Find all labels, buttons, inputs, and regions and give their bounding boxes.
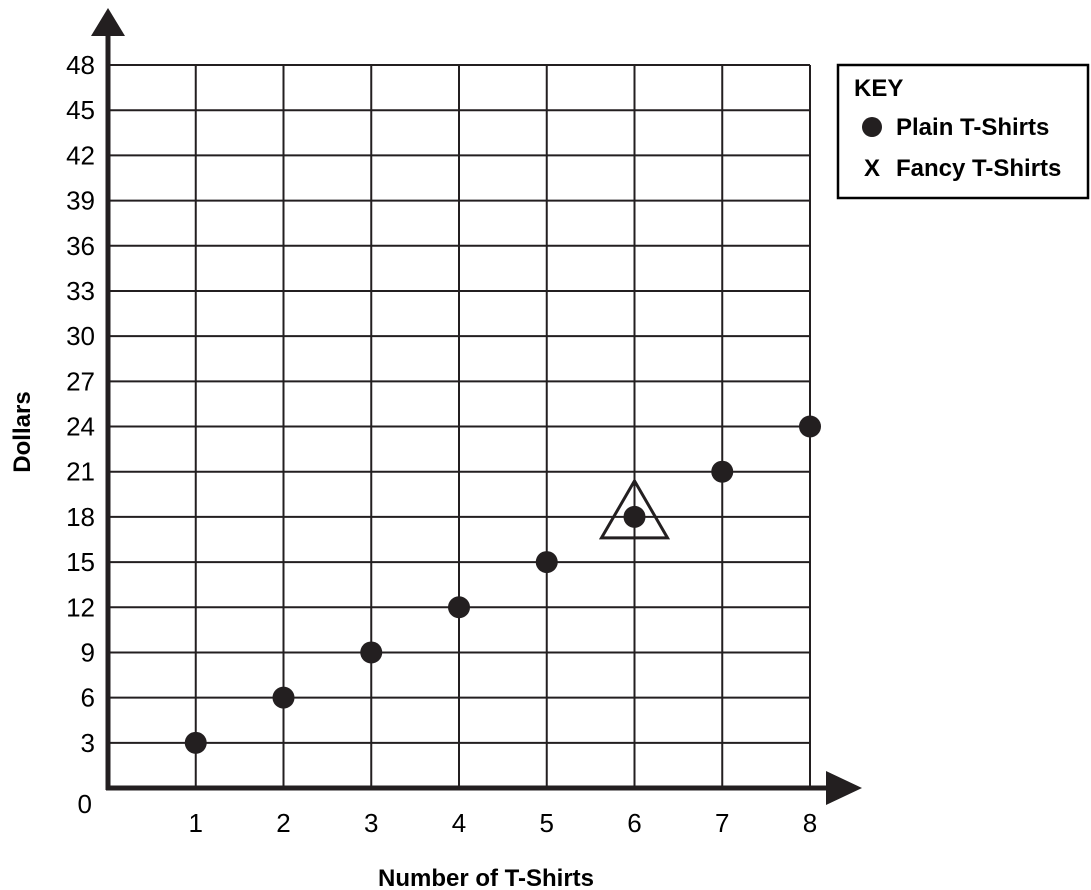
y-tick-label: 45	[66, 95, 95, 125]
x-tick-label: 3	[364, 808, 378, 838]
legend: KEY Plain T-Shirts X Fancy T-Shirts	[836, 63, 1090, 200]
y-tick-label: 48	[66, 50, 95, 80]
y-tick-label: 36	[66, 231, 95, 261]
triangle-annotation	[598, 477, 671, 540]
data-points	[184, 415, 821, 754]
data-point	[448, 596, 470, 619]
x-tick-label: 1	[189, 808, 203, 838]
data-point	[272, 686, 295, 709]
x-tick-label: 8	[803, 808, 817, 838]
grid	[108, 64, 811, 788]
y-tick-label: 6	[81, 683, 95, 713]
y-tick-label: 15	[66, 547, 95, 577]
x-tick-label: 2	[276, 808, 290, 838]
data-point	[360, 641, 383, 664]
x-tick-label: 6	[627, 808, 641, 838]
y-tick-label: 24	[66, 412, 95, 442]
y-tick-label: 30	[66, 321, 95, 351]
y-tick-label: 12	[66, 592, 95, 622]
y-tick-label: 21	[66, 457, 95, 487]
x-axis-title: Number of T-Shirts	[378, 865, 594, 890]
axes	[91, 8, 862, 805]
x-axis-arrow-icon	[826, 771, 862, 805]
y-tick-label: 3	[81, 728, 95, 758]
x-tick-label: 7	[715, 808, 729, 838]
y-tick-label: 18	[66, 502, 95, 532]
legend-x-icon: X	[864, 155, 880, 182]
x-tick-labels: 1 2 3 4 5 6 7 8	[189, 808, 818, 838]
data-point	[623, 505, 646, 528]
y-axis-arrow-icon	[91, 8, 125, 36]
legend-dot-icon	[862, 117, 882, 137]
x-tick-label: 5	[540, 808, 554, 838]
y-tick-label: 42	[66, 140, 95, 170]
annotations	[598, 477, 671, 540]
y-tick-label: 27	[66, 366, 95, 396]
data-point	[711, 460, 734, 483]
y-axis-title: Dollars	[9, 391, 36, 472]
data-point	[184, 731, 207, 754]
data-point	[799, 415, 821, 438]
y-tick-label: 39	[66, 186, 95, 216]
y-tick-label: 9	[81, 637, 95, 667]
y-tick-label: 0	[78, 789, 92, 819]
legend-title: KEY	[854, 75, 903, 102]
x-tick-label: 4	[452, 808, 466, 838]
legend-label-fancy: Fancy T-Shirts	[896, 155, 1061, 182]
data-point	[535, 551, 558, 574]
legend-label-plain: Plain T-Shirts	[896, 114, 1049, 141]
y-tick-label: 33	[66, 276, 95, 306]
